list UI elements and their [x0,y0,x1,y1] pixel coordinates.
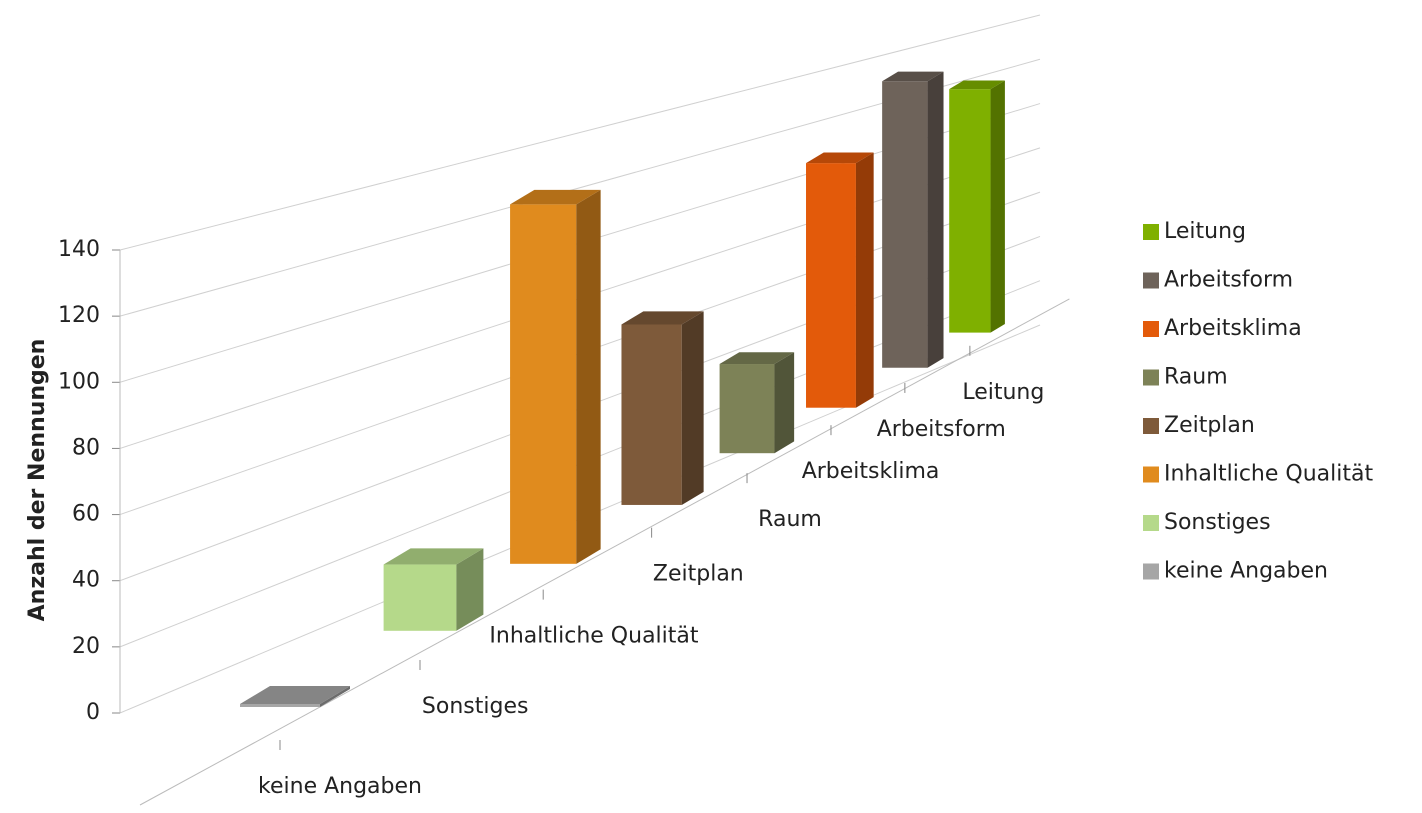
bar-top [510,189,601,205]
bar-front [510,204,577,564]
bar-top [949,80,1005,90]
legend-label: Raum [1164,365,1228,390]
bar-side [855,152,874,408]
bar-side [927,71,944,368]
y-tick-label: 80 [72,435,100,460]
y-tick-label: 60 [72,502,100,527]
bar-side [681,311,704,505]
y-tick-label: 120 [58,303,100,328]
y-tick-label: 0 [86,700,100,725]
bar-side [456,548,484,631]
y-axis-title: Anzahl der Nennungen [25,339,50,622]
y-tick-label: 40 [72,568,100,593]
x-tick-label: Leitung [962,380,1044,405]
bar-side [576,189,601,564]
bar-front [806,163,856,408]
y-tick-label: 140 [58,237,100,262]
x-tick-label: Sonstiges [422,694,529,719]
legend-label: Arbeitsklima [1164,316,1302,341]
bar-front [949,89,991,333]
x-tick-label: Arbeitsform [877,417,1006,442]
legend-swatch [1143,224,1159,240]
y-tick-label: 100 [58,369,100,394]
bar-top [806,152,874,164]
legend-label: Arbeitsform [1164,268,1293,293]
bar-top [882,71,944,82]
bar-side [990,80,1005,333]
legend-label: keine Angaben [1164,559,1328,584]
legend-swatch [1143,418,1159,434]
x-axis [139,298,1070,806]
legend-label: Inhaltliche Qualität [1164,462,1373,487]
bar-front [383,564,457,631]
legend-swatch [1143,321,1159,337]
bar-top [240,686,350,704]
x-tick-label: Inhaltliche Qualität [489,624,698,649]
legend-label: Zeitplan [1164,413,1255,438]
grid-line [119,14,1041,251]
x-tick-label: keine Angaben [258,774,422,799]
legend-label: Leitung [1164,219,1246,244]
bar-top [719,352,795,365]
y-tick-label: 20 [72,634,100,659]
bar-side [320,686,350,707]
legend-label: Sonstiges [1164,510,1271,535]
x-tick-label: Zeitplan [653,562,744,587]
bar-top [621,311,704,325]
legend-swatch [1143,272,1159,289]
legend-swatch [1143,515,1159,531]
x-tick-label: Raum [758,507,822,532]
legend-swatch [1143,466,1159,483]
legend-swatch [1143,563,1159,580]
bar-front [882,81,928,368]
x-tick-label: Arbeitsklima [802,459,940,484]
legend-swatch [1143,369,1159,386]
bar-front [621,324,682,505]
bar-top [383,548,484,565]
bar-front [240,704,320,707]
bar-side [774,352,795,454]
bar-front [719,364,775,454]
